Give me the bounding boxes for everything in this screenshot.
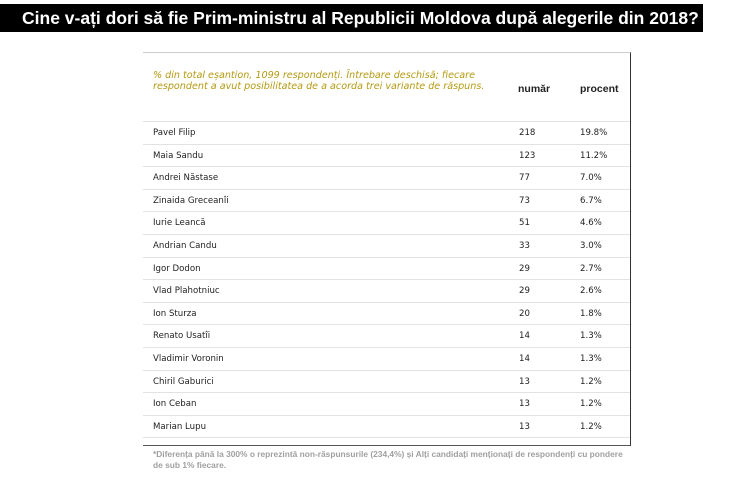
table-row: Maia Sandu 123 11.2% [143, 145, 630, 168]
cell-percent: 4.6% [580, 218, 602, 229]
header-divider [143, 121, 630, 122]
table-row: Chiril Gaburici 13 1.2% [143, 371, 630, 394]
footnote: *Diferența până la 300% o reprezintă non… [153, 449, 623, 470]
cell-number: 14 [519, 353, 530, 364]
cell-number: 14 [519, 331, 530, 342]
table-row: Ion Sturza 20 1.8% [143, 303, 630, 326]
cell-percent: 7.0% [580, 173, 602, 184]
cell-percent: 1.2% [580, 376, 602, 387]
cell-number: 13 [519, 376, 530, 387]
candidate-name: Andrian Candu [153, 240, 217, 251]
cell-percent: 19.8% [580, 128, 608, 138]
candidate-name: Marian Lupu [153, 421, 207, 432]
cell-percent: 1.8% [580, 308, 602, 319]
cell-percent: 2.6% [580, 286, 602, 297]
candidate-name: Igor Dodon [153, 263, 201, 274]
cell-number: 73 [519, 195, 530, 206]
table-row: Andrei Năstase 77 7.0% [143, 167, 630, 190]
table-row: Ion Ceban 13 1.2% [143, 393, 630, 416]
table-note: % din total eșantion, 1099 respondenți. … [153, 70, 485, 92]
candidate-name: Andrei Năstase [153, 173, 219, 184]
candidate-name: Renato Usatîi [153, 331, 211, 342]
table-row: Igor Dodon 29 2.7% [143, 258, 630, 281]
table-row: Vlad Plahotniuc 29 2.6% [143, 280, 630, 303]
cell-number: 20 [519, 308, 530, 319]
cell-number: 13 [519, 399, 530, 410]
cell-percent: 3.0% [580, 240, 602, 251]
cell-number: 77 [519, 173, 530, 184]
table-row: Andrian Candu 33 3.0% [143, 235, 630, 258]
cell-percent: 1.3% [580, 353, 602, 364]
cell-number: 218 [519, 128, 536, 138]
table-row: Pavel Filip 218 19.8% [143, 122, 630, 145]
cell-number: 13 [519, 421, 530, 432]
cell-number: 29 [519, 263, 530, 274]
candidate-name: Chiril Gaburici [153, 376, 214, 387]
candidate-name: Ion Ceban [153, 399, 197, 410]
candidate-name: Vlad Plahotniuc [153, 286, 220, 297]
page-title: Cine v-ați dori să fie Prim-ministru al … [0, 4, 703, 32]
table-row: Vladimir Voronin 14 1.3% [143, 348, 630, 371]
cell-number: 51 [519, 218, 530, 229]
column-header-percent: procent [580, 83, 619, 95]
table-row: Renato Usatîi 14 1.3% [143, 325, 630, 348]
table-row: Iurie Leancă 51 4.6% [143, 212, 630, 235]
candidate-name: Pavel Filip [153, 128, 196, 138]
cell-percent: 1.2% [580, 421, 602, 432]
cell-percent: 1.3% [580, 331, 602, 342]
cell-number: 123 [519, 150, 536, 161]
cell-percent: 2.7% [580, 263, 602, 274]
table-row: Marian Lupu 13 1.2% [143, 416, 630, 439]
results-table: % din total eșantion, 1099 respondenți. … [143, 52, 631, 446]
table-row: Zinaida Greceanîi 73 6.7% [143, 190, 630, 213]
candidate-name: Iurie Leancă [153, 218, 206, 229]
table-body: Pavel Filip 218 19.8% Maia Sandu 123 11.2% And… [143, 122, 630, 439]
cell-percent: 1.2% [580, 399, 602, 410]
candidate-name: Vladimir Voronin [153, 353, 224, 364]
cell-percent: 11.2% [580, 150, 608, 161]
cell-number: 33 [519, 240, 530, 251]
column-header-number: număr [518, 83, 551, 95]
candidate-name: Zinaida Greceanîi [153, 195, 229, 206]
cell-number: 29 [519, 286, 530, 297]
candidate-name: Maia Sandu [153, 150, 204, 161]
candidate-name: Ion Sturza [153, 308, 197, 319]
cell-percent: 6.7% [580, 195, 602, 206]
